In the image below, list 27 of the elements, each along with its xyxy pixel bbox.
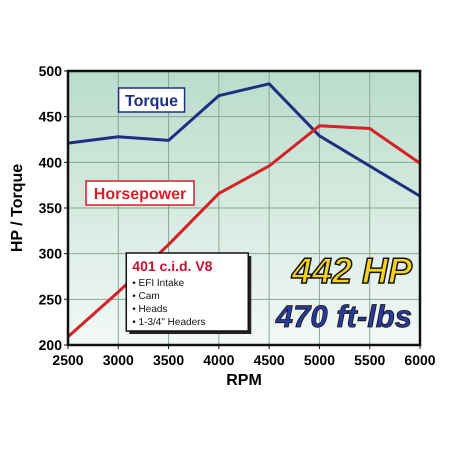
- annotation: • Heads: [132, 304, 168, 315]
- x-tick-label: 5000: [304, 352, 336, 368]
- annotation: • Cam: [132, 291, 160, 302]
- annotation: • 1-3/4" Headers: [132, 317, 206, 328]
- x-tick-label: 4500: [254, 352, 285, 368]
- y-tick-label: 250: [38, 291, 62, 308]
- y-tick-label: 350: [38, 200, 62, 216]
- x-tick-label: 3000: [102, 352, 134, 368]
- y-tick-label: 200: [38, 337, 62, 353]
- x-tick-label: 3500: [152, 352, 184, 368]
- y-tick-label: 500: [38, 63, 62, 79]
- series-label: Torque: [125, 93, 178, 110]
- x-axis-title: RPM: [226, 372, 262, 389]
- annotation: • EFI Intake: [132, 278, 185, 289]
- x-tick-label: 6000: [404, 352, 436, 368]
- series-label: Horsepower: [94, 186, 186, 203]
- y-tick-label: 400: [38, 154, 62, 170]
- annotation: 401 c.i.d. V8: [132, 258, 213, 274]
- y-axis-title: HP / Torque: [9, 164, 26, 252]
- x-tick-label: 4000: [203, 352, 235, 368]
- x-tick-label: 5500: [354, 352, 386, 368]
- y-tick-label: 450: [38, 108, 62, 125]
- annotation: 470 ft-lbs: [274, 299, 412, 334]
- line-series: [66, 124, 422, 338]
- annotation: 442 HP: [290, 250, 413, 291]
- x-tick-label: 2500: [52, 352, 84, 368]
- y-tick-label: 300: [38, 246, 62, 262]
